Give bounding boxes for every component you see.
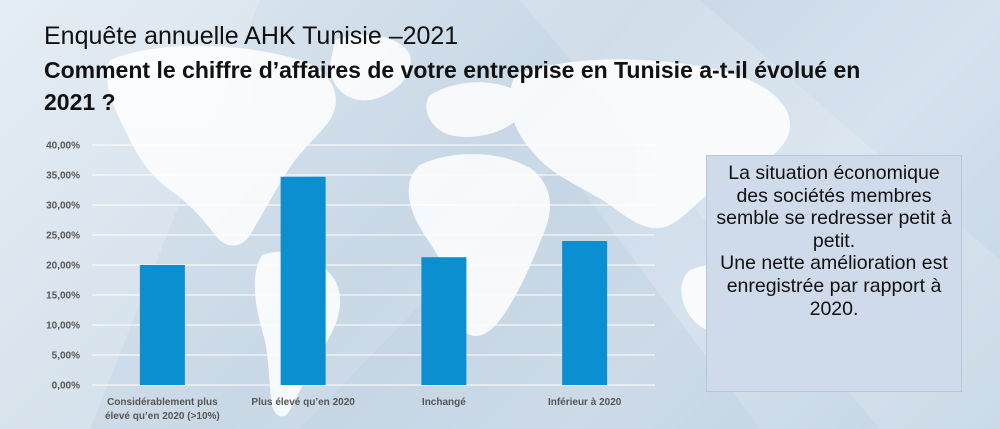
y-tick-label: 25,00% [46, 231, 80, 242]
bar-4 [562, 241, 608, 385]
y-tick-label: 30,00% [46, 201, 80, 212]
y-tick-label: 0,00% [52, 381, 80, 392]
x-tick-label: Considérablement plus [107, 397, 218, 408]
bar-1 [139, 265, 185, 385]
survey-title: Enquête annuelle AHK Tunisie –2021 [44, 22, 459, 50]
y-tick-label: 15,00% [46, 291, 80, 302]
callout-text-situation: La situation économique des sociétés mem… [716, 162, 952, 252]
bar-3 [421, 257, 467, 385]
x-tick-label: Plus élevé qu’en 2020 [251, 397, 355, 408]
y-tick-label: 35,00% [46, 171, 80, 182]
x-tick-label: élevé qu’en 2020 (>10%) [105, 411, 220, 422]
bar-chart: 0,00% 5,00% 10,00% 15,00% 20,00% 25,00% 30,00%… [46, 140, 622, 422]
y-tick-label: 10,00% [46, 321, 80, 332]
x-tick-label: Inférieur à 2020 [548, 397, 622, 408]
summary-callout: La situation économique des sociétés mem… [706, 155, 962, 392]
x-tick-label: Inchangé [422, 397, 466, 408]
bar-2 [280, 176, 326, 385]
callout-text-improvement: Une nette amélioration est enregistrée p… [720, 252, 948, 320]
y-tick-label: 5,00% [52, 351, 80, 362]
y-tick-label: 40,00% [46, 141, 80, 152]
y-tick-label: 20,00% [46, 261, 80, 272]
survey-question: Comment le chiffre d’affaires de votre e… [44, 57, 861, 115]
